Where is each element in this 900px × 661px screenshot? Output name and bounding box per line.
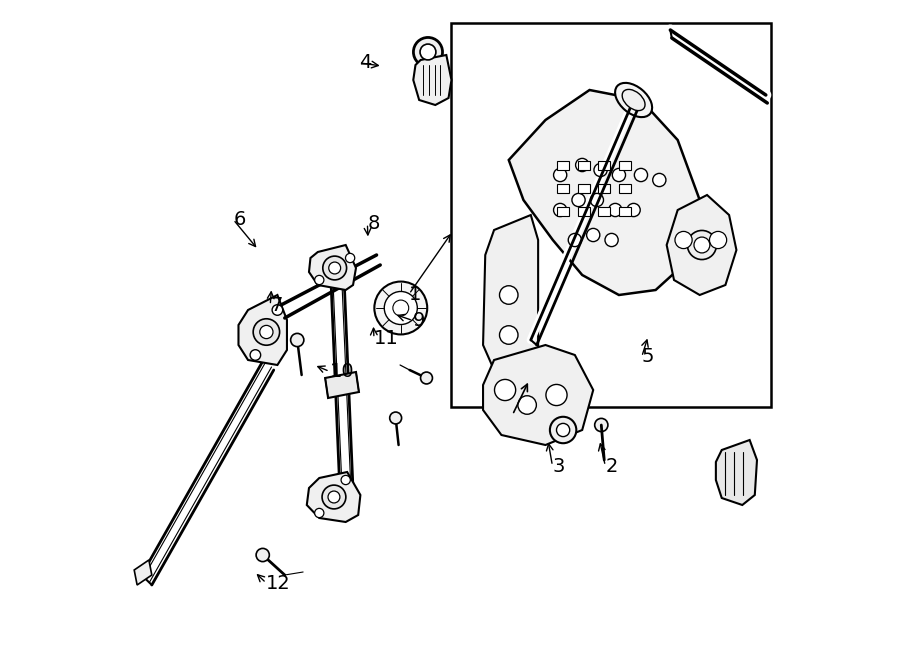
Circle shape xyxy=(253,319,280,345)
Bar xyxy=(598,207,610,216)
Bar xyxy=(578,207,590,216)
Circle shape xyxy=(568,233,581,247)
Circle shape xyxy=(384,292,418,325)
Circle shape xyxy=(694,237,710,253)
Polygon shape xyxy=(307,472,360,522)
Circle shape xyxy=(576,159,589,172)
Bar xyxy=(451,23,770,407)
Polygon shape xyxy=(134,560,152,585)
Text: 9: 9 xyxy=(413,311,426,330)
Circle shape xyxy=(315,508,324,518)
Circle shape xyxy=(413,38,443,67)
Circle shape xyxy=(341,475,350,485)
Circle shape xyxy=(518,396,536,414)
Text: 1: 1 xyxy=(409,285,421,303)
Polygon shape xyxy=(508,90,699,295)
Bar xyxy=(619,207,631,216)
Circle shape xyxy=(605,233,618,247)
Bar xyxy=(598,161,610,171)
Polygon shape xyxy=(413,55,452,105)
Circle shape xyxy=(494,379,516,401)
Polygon shape xyxy=(667,195,736,295)
Circle shape xyxy=(572,194,585,207)
Polygon shape xyxy=(483,345,593,445)
Bar xyxy=(578,161,590,171)
Circle shape xyxy=(393,300,409,316)
Circle shape xyxy=(554,169,567,182)
Circle shape xyxy=(688,231,716,260)
Circle shape xyxy=(256,549,269,562)
Circle shape xyxy=(374,282,428,334)
Circle shape xyxy=(420,44,436,60)
Circle shape xyxy=(420,372,432,384)
Text: 5: 5 xyxy=(642,348,654,366)
Circle shape xyxy=(250,350,261,360)
Circle shape xyxy=(323,256,346,280)
Text: 10: 10 xyxy=(329,362,355,381)
Circle shape xyxy=(608,204,622,217)
Text: 8: 8 xyxy=(367,214,380,233)
Circle shape xyxy=(272,305,283,315)
Circle shape xyxy=(652,173,666,186)
Circle shape xyxy=(346,253,355,262)
Circle shape xyxy=(612,169,625,182)
Circle shape xyxy=(594,163,608,176)
Circle shape xyxy=(500,286,518,304)
Bar xyxy=(557,161,569,171)
Circle shape xyxy=(328,262,340,274)
Polygon shape xyxy=(309,245,356,290)
Bar xyxy=(557,184,569,193)
Circle shape xyxy=(550,417,576,444)
Text: 6: 6 xyxy=(233,210,246,229)
Bar xyxy=(598,184,610,193)
Circle shape xyxy=(315,276,324,285)
Bar xyxy=(619,184,631,193)
Bar xyxy=(557,207,569,216)
Ellipse shape xyxy=(622,89,645,110)
Circle shape xyxy=(709,231,726,249)
Ellipse shape xyxy=(615,83,652,117)
Polygon shape xyxy=(325,372,359,398)
Text: 2: 2 xyxy=(606,457,617,475)
Circle shape xyxy=(500,326,518,344)
Circle shape xyxy=(390,412,401,424)
Polygon shape xyxy=(716,440,757,505)
Circle shape xyxy=(556,424,570,437)
Text: 7: 7 xyxy=(270,296,283,315)
Circle shape xyxy=(322,485,346,509)
Bar xyxy=(578,184,590,193)
Circle shape xyxy=(634,169,648,182)
Circle shape xyxy=(595,418,608,432)
Polygon shape xyxy=(483,215,538,380)
Circle shape xyxy=(675,231,692,249)
Circle shape xyxy=(627,204,640,217)
Polygon shape xyxy=(238,295,287,365)
Text: 12: 12 xyxy=(266,574,291,592)
Circle shape xyxy=(328,491,340,503)
Text: 4: 4 xyxy=(359,54,371,72)
Circle shape xyxy=(587,229,599,242)
Circle shape xyxy=(260,325,273,338)
Circle shape xyxy=(554,204,567,217)
Text: 11: 11 xyxy=(374,329,399,348)
Text: 3: 3 xyxy=(553,457,565,475)
Circle shape xyxy=(546,385,567,406)
Bar xyxy=(619,161,631,171)
Circle shape xyxy=(291,333,304,346)
Circle shape xyxy=(590,194,604,207)
